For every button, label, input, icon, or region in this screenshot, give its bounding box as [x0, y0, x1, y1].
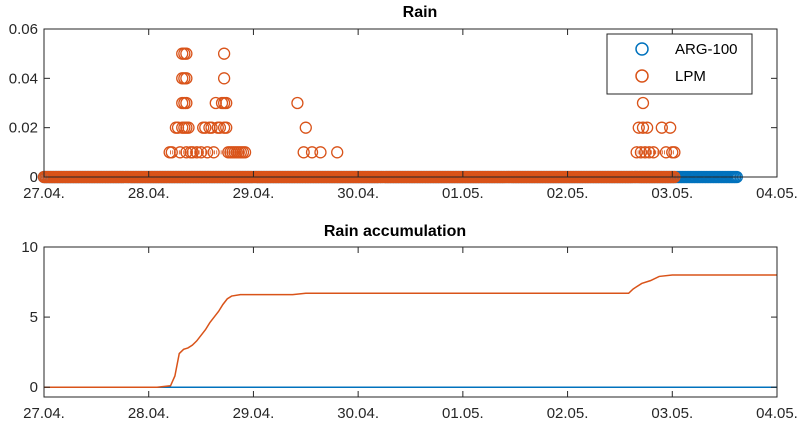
x-tick-label: 30.04. — [337, 185, 379, 202]
lpm-point — [299, 121, 312, 134]
rain-accumulation-title: Rain accumulation — [324, 223, 466, 240]
rain-accumulation-axes-box — [43, 246, 778, 398]
y-tick-label: 0 — [30, 379, 38, 396]
lpm-point — [297, 146, 310, 159]
rain-axes-box — [43, 28, 778, 178]
lpm-point — [199, 121, 212, 134]
y-tick-label: 0.06 — [9, 21, 38, 38]
lpm-point — [659, 146, 673, 159]
x-tick-label: 02.05. — [547, 405, 589, 422]
lpm-point — [180, 96, 193, 110]
lpm-point — [647, 146, 660, 159]
lpm-point — [314, 146, 327, 159]
lpm-point — [331, 146, 344, 159]
lpm-point — [217, 72, 231, 85]
rain-legend: ARG-100 LPM — [606, 33, 753, 95]
lpm-accumulation-line — [44, 274, 777, 388]
lpm-point — [632, 121, 645, 134]
x-tick-label: 03.05. — [651, 185, 693, 202]
rain-accumulation-x-axis: 27.04. 28.04. 29.04. 30.04. 01.05. 02.05. 03.0… — [23, 247, 798, 422]
rain-panel: Rain 0 0.02 0.04 0.06 27.04. 28.04. 29.04. 30.… — [9, 4, 798, 202]
x-tick-label: 29.04. — [233, 185, 275, 202]
legend-label-lpm: LPM — [675, 68, 706, 85]
lpm-point — [186, 146, 199, 159]
lpm-point — [213, 121, 227, 134]
rain-accumulation-panel: Rain accumulation 0 5 10 27.04. 28.04. 29.04… — [21, 223, 798, 422]
x-tick-label: 28.04. — [128, 185, 170, 202]
y-tick-label: 5 — [30, 309, 38, 326]
x-tick-label: 27.04. — [23, 185, 65, 202]
legend-label-arg-100: ARG-100 — [675, 41, 738, 58]
y-tick-label: 0.02 — [9, 120, 38, 137]
x-tick-label: 30.04. — [337, 405, 379, 422]
rain-accumulation-plot-area — [44, 274, 777, 388]
lpm-point — [220, 96, 233, 110]
x-tick-label: 03.05. — [651, 405, 693, 422]
legend-marker-arg-100 — [635, 42, 649, 56]
x-tick-label: 04.05. — [756, 405, 798, 422]
lpm-point — [180, 72, 193, 85]
x-tick-label: 01.05. — [442, 185, 484, 202]
x-tick-label: 28.04. — [128, 405, 170, 422]
legend-marker-lpm — [635, 69, 649, 83]
lpm-point — [180, 47, 193, 60]
lpm-point — [182, 121, 195, 134]
rain-y-axis: 0 0.02 0.04 0.06 — [9, 21, 777, 186]
lpm-point — [655, 121, 668, 134]
lpm-point — [291, 96, 304, 110]
lpm-point — [634, 146, 648, 159]
x-tick-label: 04.05. — [756, 185, 798, 202]
rain-title: Rain — [403, 4, 438, 21]
lpm-point — [238, 146, 252, 159]
x-tick-label: 01.05. — [442, 405, 484, 422]
legend-box — [606, 33, 753, 95]
y-tick-label: 10 — [21, 239, 38, 256]
lpm-point — [638, 146, 652, 159]
y-tick-label: 0 — [30, 169, 38, 186]
lpm-point — [643, 146, 656, 159]
lpm-point — [636, 121, 650, 134]
lpm-point — [636, 96, 650, 110]
lpm-point — [664, 121, 677, 134]
lpm-point — [305, 146, 319, 159]
rain-x-axis: 27.04. 28.04. 29.04. 30.04. 01.05. 02.05. 03.0… — [23, 29, 798, 202]
lpm-point — [217, 47, 231, 60]
lpm-point — [194, 146, 208, 159]
x-tick-label: 29.04. — [233, 405, 275, 422]
lpm-point — [205, 121, 218, 134]
x-tick-label: 02.05. — [547, 185, 589, 202]
x-tick-label: 27.04. — [23, 405, 65, 422]
lpm-point — [640, 121, 654, 134]
lpm-point — [201, 146, 214, 159]
lpm-point — [220, 121, 233, 134]
y-tick-label: 0.04 — [9, 70, 38, 87]
rain-accumulation-y-axis: 0 5 10 — [21, 239, 777, 396]
